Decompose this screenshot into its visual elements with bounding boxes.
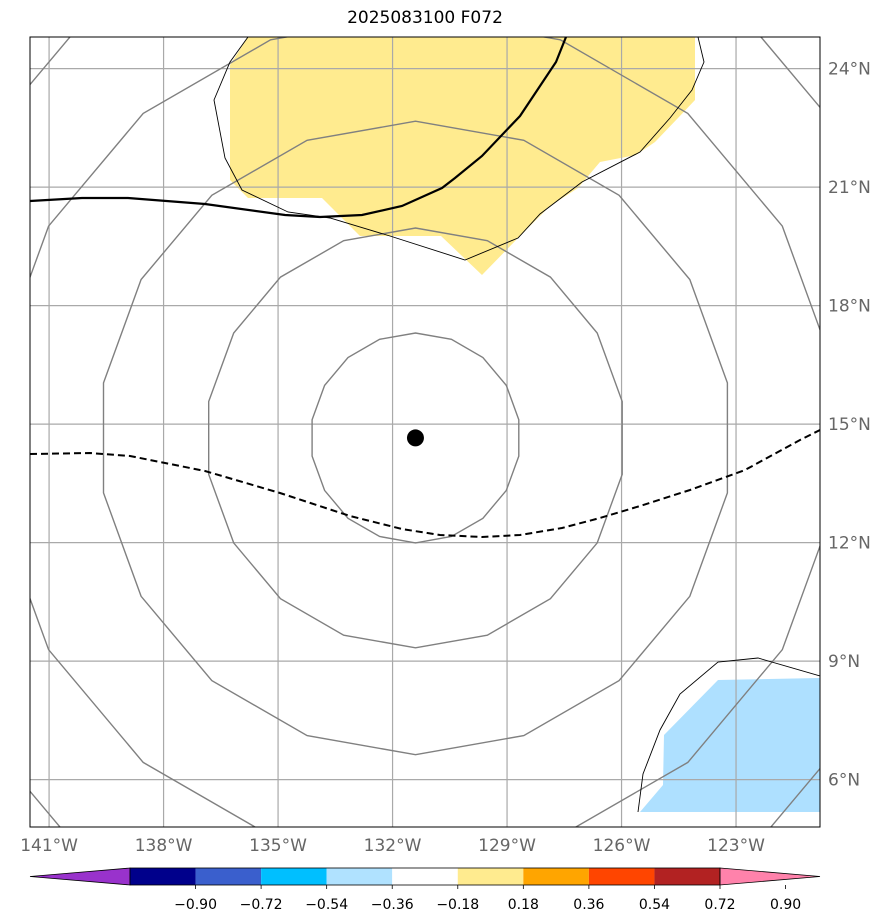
colorbar-segment: [195, 868, 262, 885]
map-frame: [29, 36, 821, 828]
range-ring: [30, 37, 820, 827]
colorbar-tick-label: −0.90: [174, 897, 217, 913]
colorbar-tick-label: −0.72: [240, 897, 283, 913]
longitude-label: 138°W: [135, 836, 193, 856]
longitude-label: 135°W: [249, 836, 307, 856]
colorbar-tick-label: 0.54: [639, 897, 670, 913]
latitude-label: 6°N: [828, 771, 860, 791]
negative-region-outline: [637, 657, 820, 813]
colorbar-segment: [654, 868, 720, 885]
colorbar-tick-label: 0.90: [770, 897, 801, 913]
longitude-label: 126°W: [593, 836, 651, 856]
latitude-label: 21°N: [828, 178, 871, 198]
latitude-label: 18°N: [828, 297, 871, 317]
colorbar-segment: [392, 868, 458, 885]
colorbar-segment: [588, 868, 655, 885]
storm-center-marker: [406, 429, 424, 447]
colorbar-segment: [523, 868, 589, 885]
colorbar-segment: [326, 868, 393, 885]
solid-contour-line: [30, 37, 568, 219]
longitude-label: 141°W: [20, 836, 78, 856]
colorbar-frame: [129, 867, 721, 886]
colorbar-extend-low: [29, 867, 131, 886]
colorbar-tick-label: 0.72: [704, 897, 735, 913]
positive-region-outline: [213, 37, 705, 261]
latitude-label: 9°N: [828, 652, 860, 672]
latitude-label: 15°N: [828, 415, 871, 435]
colorbar: −0.90 −0.72 −0.54 −0.36 −0.18 0.18 0.36 0.54 0.7…: [29, 867, 821, 913]
longitude-label: 129°W: [478, 836, 536, 856]
latitude-label: 24°N: [828, 60, 871, 80]
negative-anomaly-region: [640, 678, 820, 812]
dashed-contour-line: [30, 429, 820, 539]
longitude-label: 123°W: [707, 836, 765, 856]
colorbar-tick-label: −0.54: [305, 897, 348, 913]
longitude-label: 132°W: [364, 836, 422, 856]
colorbar-segment: [457, 868, 524, 885]
colorbar-tick-label: −0.36: [371, 897, 414, 913]
colorbar-tick-label: −0.18: [436, 897, 479, 913]
colorbar-tick-label: 0.36: [573, 897, 604, 913]
latitude-label: 12°N: [828, 534, 871, 554]
positive-anomaly-region: [230, 37, 695, 275]
range-ring: [102, 120, 729, 756]
longitude-tick-labels: 141°W 138°W 135°W 132°W 129°W 126°W 123°W: [20, 836, 765, 856]
colorbar-tick-label: 0.18: [508, 897, 539, 913]
graticule: [30, 37, 820, 827]
colorbar-segment: [130, 868, 196, 885]
map-title: 2025083100 F072: [347, 8, 503, 28]
colorbar-segment: [261, 868, 327, 885]
latitude-tick-labels: 24°N 21°N 18°N 15°N 12°N 9°N 6°N: [828, 60, 871, 791]
colorbar-extend-high: [719, 867, 821, 886]
range-ring: [207, 227, 623, 649]
